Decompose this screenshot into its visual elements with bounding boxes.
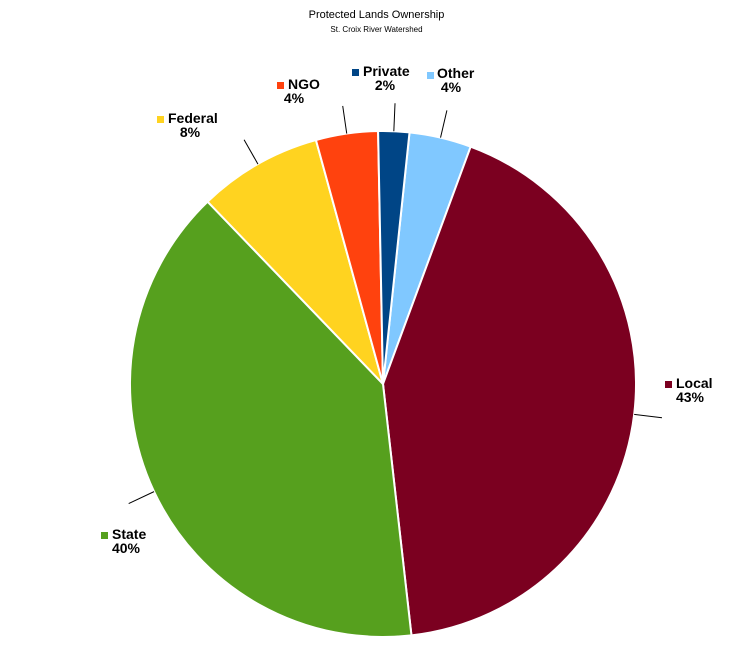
legend-key-local <box>665 381 672 388</box>
slice-percent-other: 4% <box>441 79 462 95</box>
slice-label-federal: Federal <box>168 110 218 126</box>
leader-line-federal <box>243 139 259 165</box>
slice-label-state: State <box>112 526 146 542</box>
leader-line-local <box>634 413 663 419</box>
leader-line-ngo <box>342 105 348 134</box>
slice-percent-private: 2% <box>375 77 396 93</box>
legend-key-state <box>101 532 108 539</box>
slice-percent-federal: 8% <box>180 124 201 140</box>
pie-slice-local <box>381 145 637 637</box>
slice-label-other: Other <box>437 65 475 81</box>
leader-line-private <box>393 103 396 132</box>
legend-key-other <box>427 72 434 79</box>
slice-label-ngo: NGO <box>288 76 320 92</box>
leader-line-state <box>128 491 155 504</box>
leader-line-other <box>440 110 448 138</box>
chart-subtitle: St. Croix River Watershed <box>330 25 423 34</box>
slice-percent-state: 40% <box>112 540 141 556</box>
legend-key-private <box>352 69 359 76</box>
slice-label-local: Local <box>676 375 713 391</box>
slice-percent-local: 43% <box>676 389 705 405</box>
legend-key-federal <box>157 116 164 123</box>
slice-percent-ngo: 4% <box>284 90 305 106</box>
slice-label-private: Private <box>363 63 410 79</box>
chart-title: Protected Lands Ownership <box>308 9 445 21</box>
legend-key-ngo <box>277 82 284 89</box>
